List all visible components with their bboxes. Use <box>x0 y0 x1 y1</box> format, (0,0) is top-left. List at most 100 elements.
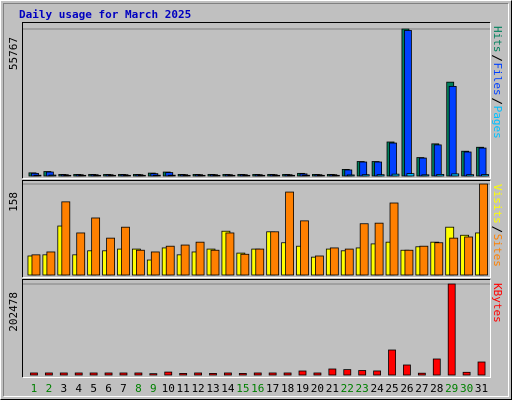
panel-edge <box>22 180 491 278</box>
bar <box>78 174 87 177</box>
bar <box>104 372 113 376</box>
bar <box>212 174 221 177</box>
x-tick-label: 12 <box>191 382 204 395</box>
legend: Hits Files Pages <box>491 26 504 139</box>
bar <box>137 174 146 177</box>
bar <box>195 241 205 276</box>
bar <box>403 364 411 376</box>
bar <box>389 142 397 177</box>
panel-edge <box>22 279 491 378</box>
bar <box>152 174 161 177</box>
bar <box>165 245 175 276</box>
bar <box>358 370 367 376</box>
bar <box>344 248 354 276</box>
panel-edge <box>22 22 491 179</box>
legend-label: KBytes <box>491 283 504 323</box>
bar <box>119 372 128 376</box>
bar <box>89 372 98 376</box>
bar <box>376 174 385 177</box>
bar <box>432 358 441 376</box>
legend-label: Files <box>491 63 504 96</box>
bar <box>180 244 190 276</box>
bar <box>404 30 412 177</box>
x-tick-label: 10 <box>162 382 175 395</box>
bar <box>164 371 173 376</box>
bar <box>150 251 160 276</box>
bar <box>253 372 262 376</box>
bar <box>361 174 370 177</box>
panel-edge <box>22 180 491 278</box>
bar <box>373 370 382 376</box>
x-tick-label: 26 <box>400 382 413 395</box>
bar <box>481 174 489 177</box>
x-tick-label: 16 <box>251 382 264 395</box>
bar <box>329 247 339 276</box>
x-tick-label: 15 <box>236 382 249 395</box>
bar <box>149 373 158 376</box>
bar <box>238 373 247 376</box>
bar <box>268 372 277 376</box>
x-tick-label: 31 <box>475 382 488 395</box>
x-tick-label: 19 <box>296 382 309 395</box>
bar <box>298 370 307 376</box>
legend-separator <box>491 55 503 61</box>
bar <box>436 174 445 177</box>
x-tick-label: 29 <box>445 382 458 395</box>
bar <box>197 174 206 177</box>
bar <box>272 174 281 177</box>
bar <box>287 174 295 177</box>
bar <box>108 174 116 177</box>
chart-title: Daily usage for March 2025 <box>19 8 191 21</box>
bar <box>302 174 310 177</box>
bar <box>328 368 337 376</box>
bar <box>270 231 280 276</box>
bar <box>421 174 430 177</box>
bar <box>209 373 217 376</box>
x-tick-label: 9 <box>150 382 157 395</box>
bar <box>419 245 429 276</box>
bar <box>285 191 294 276</box>
bar <box>74 372 83 376</box>
bar <box>449 237 459 276</box>
bar <box>93 174 102 177</box>
x-tick-label: 18 <box>281 382 294 395</box>
bar <box>466 174 475 177</box>
bar <box>300 220 309 276</box>
inner-bevel <box>3 3 509 397</box>
x-tick-label: 30 <box>460 382 473 395</box>
bar <box>315 255 324 276</box>
panel <box>22 22 490 178</box>
bar <box>194 372 202 376</box>
bar <box>227 174 236 177</box>
bar <box>61 201 71 276</box>
x-tick-label: 11 <box>177 382 190 395</box>
x-tick-label: 7 <box>120 382 127 395</box>
bar <box>44 372 53 376</box>
bar <box>91 217 101 276</box>
legend-label: Hits <box>491 26 504 53</box>
bar <box>179 373 188 376</box>
bar <box>167 174 176 177</box>
bar <box>404 249 414 276</box>
x-tick-label: 13 <box>206 382 219 395</box>
bar <box>48 174 57 177</box>
bar <box>134 372 143 376</box>
x-tick-label: 24 <box>370 382 384 395</box>
panel <box>22 279 490 377</box>
bar <box>135 249 145 276</box>
bar <box>31 254 41 276</box>
x-tick-label: 2 <box>46 382 53 395</box>
bar <box>346 174 355 177</box>
bar <box>317 174 325 177</box>
x-tick-label: 22 <box>341 382 354 395</box>
x-tick-label: 1 <box>31 382 38 395</box>
bar <box>30 372 38 376</box>
legend: KBytes <box>491 283 504 323</box>
bar <box>359 161 368 177</box>
bar <box>477 361 486 376</box>
y-tick-label: 202478 <box>7 292 20 332</box>
bar <box>121 226 130 276</box>
bar <box>388 349 396 376</box>
